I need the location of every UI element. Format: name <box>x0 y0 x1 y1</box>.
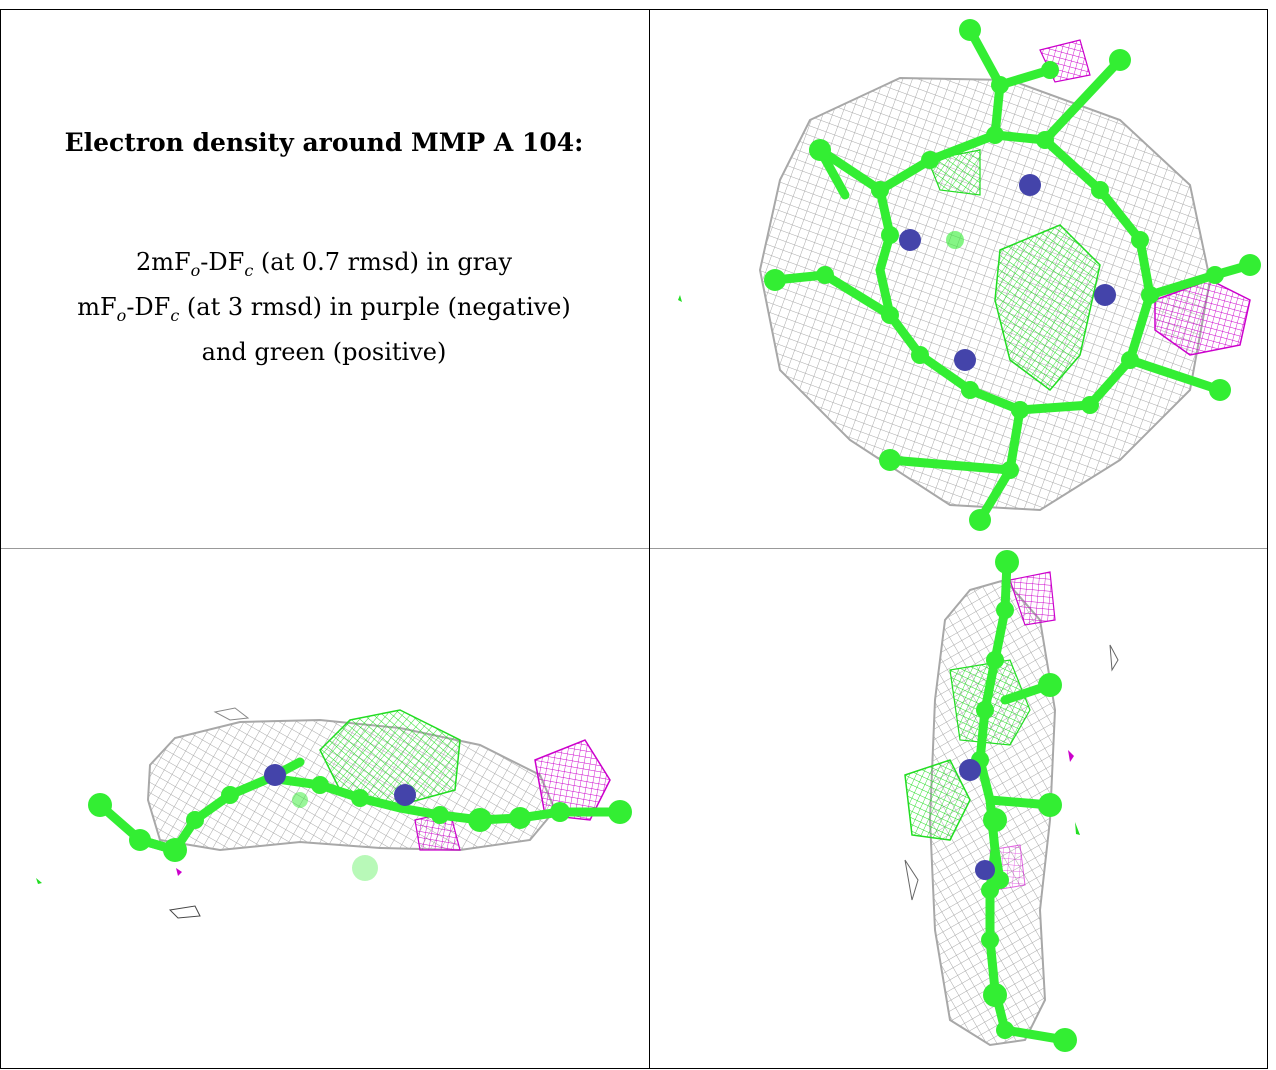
carbon-atoms <box>764 19 1261 531</box>
legend-text: 2mFo-DFc (at 0.7 rmsd) in gray mFo-DFc (… <box>0 244 648 370</box>
gray-fragment-top <box>213 707 250 721</box>
figure-title: Electron density around MMP A 104: <box>64 128 584 157</box>
green-density-top <box>927 149 981 196</box>
gray-fragment-right <box>1109 644 1119 672</box>
green-speck <box>678 295 682 302</box>
gray-fragment-bottom <box>168 905 201 919</box>
legend-line-3: and green (positive) <box>201 337 447 366</box>
green-speck <box>1075 822 1080 835</box>
middle-border <box>0 548 1268 549</box>
carbon-atoms <box>88 776 632 881</box>
molecule-end-view <box>904 550 1119 1052</box>
density-view-top <box>650 10 1266 548</box>
center-divider <box>649 9 650 1069</box>
top-border <box>0 9 1268 10</box>
nitrogen-atoms <box>959 759 995 880</box>
green-speck <box>36 878 42 884</box>
purple-speck <box>176 868 182 876</box>
green-density-left <box>904 759 971 841</box>
molecule-face-view <box>678 19 1261 531</box>
nitrogen-atoms <box>899 174 1116 371</box>
caption-cell: Electron density around MMP A 104: 2mFo-… <box>0 10 648 548</box>
bottom-border <box>0 1068 1268 1069</box>
density-view-side <box>0 550 648 1068</box>
nitrogen-atoms <box>264 764 416 806</box>
green-density-center <box>994 224 1101 392</box>
purple-density-right <box>534 739 611 821</box>
purple-speck <box>1068 750 1074 762</box>
molecule-edge-view <box>36 707 632 919</box>
green-density-upper <box>319 709 461 806</box>
density-view-end <box>650 550 1266 1068</box>
purple-density-top <box>1009 571 1056 626</box>
right-border <box>1267 9 1268 1069</box>
left-border <box>0 9 1 1069</box>
legend-line-1: 2mFo-DFc (at 0.7 rmsd) in gray <box>135 248 513 280</box>
legend-line-2: mFo-DFc (at 3 rmsd) in purple (negative) <box>77 292 571 325</box>
carbon-atoms <box>971 550 1077 1052</box>
gray-fragment-left <box>904 859 919 901</box>
